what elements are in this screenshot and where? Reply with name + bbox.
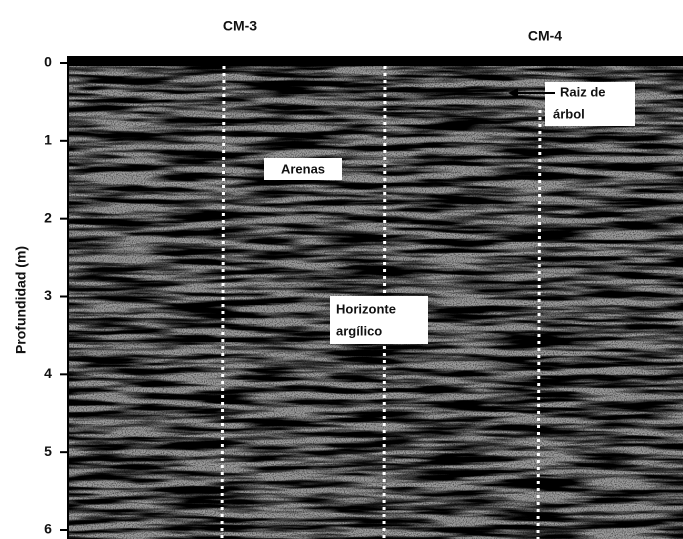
profile-label: CM-4 — [528, 28, 562, 44]
surface-bar — [68, 56, 683, 66]
depth-axis: 0 1 2 3 4 5 6 — [44, 54, 68, 537]
tick-label: 6 — [44, 521, 52, 537]
annotation: Raiz de — [560, 84, 606, 99]
tick-label: 4 — [44, 365, 52, 381]
axis-title: Profundidad (m) — [13, 246, 29, 354]
tick-label: 3 — [44, 287, 52, 303]
annotation: Horizonte — [336, 301, 396, 316]
annotation: Arenas — [281, 161, 325, 176]
annotation: argílico — [336, 323, 382, 338]
annotation: árbol — [553, 106, 585, 121]
figure: CM-3 CM-4 Profundidad (m) Arenas Horizon… — [0, 0, 683, 539]
profile-label: CM-3 — [223, 18, 257, 34]
tick-label: 2 — [44, 209, 52, 225]
tick-label: 1 — [44, 132, 52, 148]
tick-label: 5 — [44, 443, 52, 459]
tick-label: 0 — [44, 54, 52, 70]
